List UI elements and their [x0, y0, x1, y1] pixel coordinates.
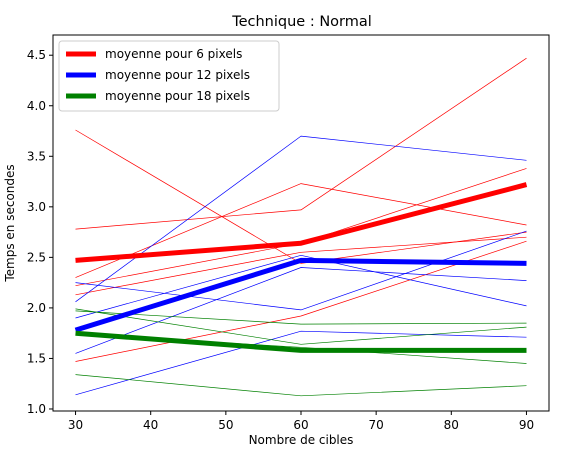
y-tick-label: 2.0: [27, 301, 46, 315]
y-tick-label: 4.5: [27, 48, 46, 62]
x-tick-label: 90: [519, 418, 534, 432]
individual-series-line-13: [75, 330, 527, 396]
x-tick-label: 40: [143, 418, 158, 432]
y-tick-label: 3.5: [27, 149, 46, 163]
individual-series-line-16: [75, 374, 527, 397]
y-axis-label: Temps en secondes: [3, 164, 17, 282]
legend-label-12px: moyenne pour 12 pixels: [105, 68, 250, 82]
series-layer: [74, 57, 528, 397]
x-tick-label: 70: [369, 418, 384, 432]
legend: moyenne pour 6 pixels moyenne pour 12 pi…: [58, 40, 280, 112]
individual-series-line-8: [75, 240, 527, 362]
individual-series-line-7: [75, 236, 527, 296]
y-axis-ticks: 1.0 1.5 2.0 2.5 3.0 3.5 4.0 4.5: [27, 48, 53, 416]
individual-series-line-11: [75, 254, 527, 319]
individual-series-line-10: [75, 230, 527, 311]
x-tick-label: 50: [218, 418, 233, 432]
individual-series-line-15: [75, 310, 527, 325]
chart-title: Technique : Normal: [231, 14, 372, 30]
x-tick-label: 30: [68, 418, 83, 432]
y-tick-label: 1.0: [27, 402, 46, 416]
individual-series-line-4: [75, 57, 527, 230]
x-axis-ticks: 30 40 50 60 70 80 90: [68, 411, 534, 432]
legend-label-18px: moyenne pour 18 pixels: [105, 89, 250, 103]
individual-series-line-14: [75, 308, 527, 345]
y-tick-label: 2.5: [27, 250, 46, 264]
legend-label-6px: moyenne pour 6 pixels: [105, 47, 242, 61]
x-axis-label: Nombre de cibles: [249, 433, 354, 447]
mean-series-line-0: [75, 182, 528, 263]
individual-series-line-9: [75, 135, 527, 303]
y-tick-label: 1.5: [27, 351, 46, 365]
individual-series-line-12: [75, 267, 527, 354]
y-tick-label: 4.0: [27, 99, 46, 113]
mean-series-line-2: [75, 330, 527, 353]
y-tick-label: 3.0: [27, 200, 46, 214]
mean-series-line-1: [74, 257, 527, 333]
x-tick-label: 80: [444, 418, 459, 432]
legend-box: [58, 40, 280, 112]
x-tick-label: 60: [293, 418, 308, 432]
